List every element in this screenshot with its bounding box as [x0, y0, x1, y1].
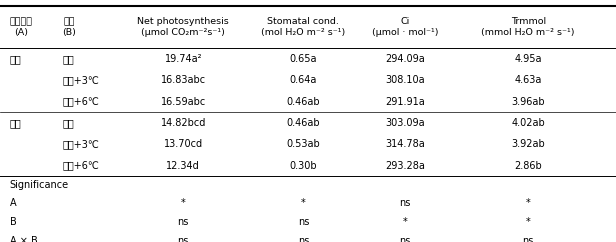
Text: 13.70cd: 13.70cd [164, 139, 203, 149]
Text: 0.53ab: 0.53ab [286, 139, 320, 149]
Text: Ci
(μmol · mol⁻¹): Ci (μmol · mol⁻¹) [372, 17, 438, 38]
Text: ns: ns [399, 236, 411, 242]
Text: 308.10a: 308.10a [385, 75, 425, 85]
Text: *: * [181, 198, 185, 208]
Text: 0.65a: 0.65a [290, 54, 317, 64]
Text: ns: ns [177, 217, 189, 227]
Text: 4.02ab: 4.02ab [511, 118, 545, 128]
Text: 12.34d: 12.34d [166, 160, 200, 171]
Text: 16.83abc: 16.83abc [161, 75, 206, 85]
Text: 적습: 적습 [10, 54, 22, 64]
Text: 291.91a: 291.91a [385, 97, 425, 107]
Text: *: * [301, 198, 306, 208]
Text: 건조: 건조 [10, 118, 22, 128]
Text: 0.46ab: 0.46ab [286, 118, 320, 128]
Text: A × B: A × B [10, 236, 38, 242]
Text: A: A [10, 198, 17, 208]
Text: ns: ns [399, 198, 411, 208]
Text: *: * [403, 217, 407, 227]
Text: 외기: 외기 [62, 118, 74, 128]
Text: ns: ns [177, 236, 189, 242]
Text: Significance: Significance [10, 180, 69, 190]
Text: 314.78a: 314.78a [385, 139, 425, 149]
Text: 외기+6℃: 외기+6℃ [62, 97, 99, 107]
Text: ns: ns [298, 217, 309, 227]
Text: 토양수분
(A): 토양수분 (A) [10, 17, 33, 38]
Text: 외기+6℃: 외기+6℃ [62, 160, 99, 171]
Text: 0.64a: 0.64a [290, 75, 317, 85]
Text: 293.28a: 293.28a [385, 160, 425, 171]
Text: 3.96ab: 3.96ab [511, 97, 545, 107]
Text: 0.46ab: 0.46ab [286, 97, 320, 107]
Text: ns: ns [298, 236, 309, 242]
Text: 16.59abc: 16.59abc [161, 97, 206, 107]
Text: Net photosynthesis
(μmol CO₂m⁻²s⁻¹): Net photosynthesis (μmol CO₂m⁻²s⁻¹) [137, 17, 229, 38]
Text: 2.86b: 2.86b [514, 160, 542, 171]
Text: 4.63a: 4.63a [514, 75, 542, 85]
Text: 외기+3℃: 외기+3℃ [62, 139, 99, 149]
Text: 외기: 외기 [62, 54, 74, 64]
Text: 303.09a: 303.09a [385, 118, 425, 128]
Text: Trmmol
(mmol H₂O m⁻² s⁻¹): Trmmol (mmol H₂O m⁻² s⁻¹) [482, 17, 575, 38]
Text: 외기+3℃: 외기+3℃ [62, 75, 99, 85]
Text: *: * [526, 217, 530, 227]
Text: 294.09a: 294.09a [385, 54, 425, 64]
Text: Stomatal cond.
(mol H₂O m⁻² s⁻¹): Stomatal cond. (mol H₂O m⁻² s⁻¹) [261, 17, 346, 38]
Text: 온도
(B): 온도 (B) [62, 17, 76, 38]
Text: *: * [526, 198, 530, 208]
Text: 14.82bcd: 14.82bcd [161, 118, 206, 128]
Text: 0.30b: 0.30b [290, 160, 317, 171]
Text: B: B [10, 217, 17, 227]
Text: ns: ns [522, 236, 534, 242]
Text: 4.95a: 4.95a [514, 54, 542, 64]
Text: 3.92ab: 3.92ab [511, 139, 545, 149]
Text: 19.74a²: 19.74a² [164, 54, 202, 64]
